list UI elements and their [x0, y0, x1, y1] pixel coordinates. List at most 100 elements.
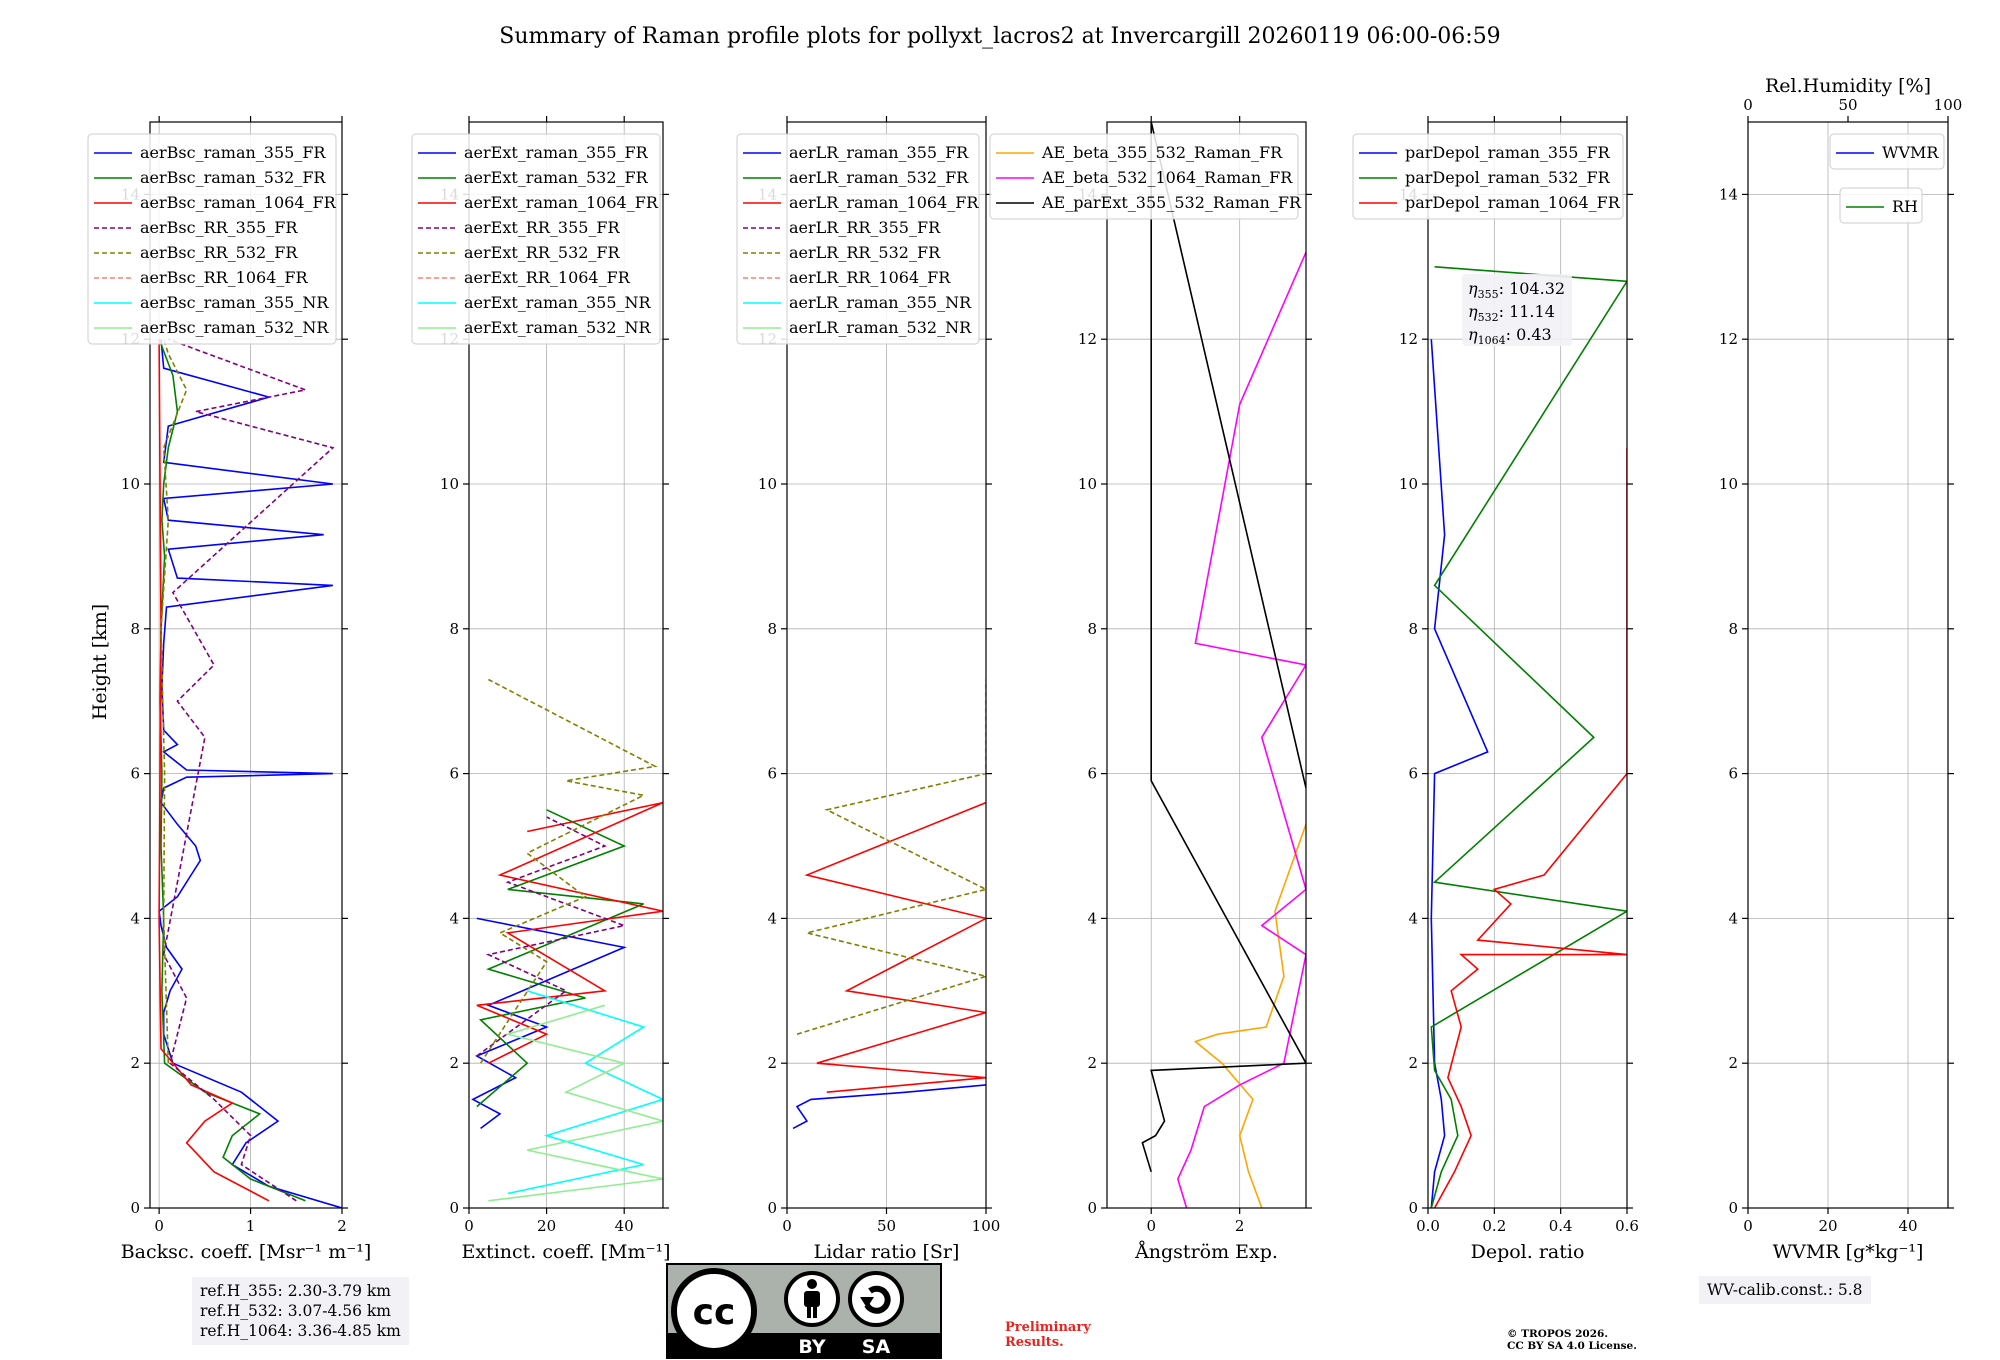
x-tick-label-2: 2 [337, 1217, 347, 1235]
ref-height-1064: ref.H_1064: 3.36-4.85 km [200, 1322, 401, 1340]
series-line-4 [160, 338, 188, 1064]
license-sa-label: SA [862, 1336, 891, 1358]
panels: 0 12 0 2 4 6 8 10 12 14 Backsc. coeff. [Msr⁻¹ m⁻¹]… [87, 75, 1962, 1263]
x-axis-label: Lidar ratio [Sr] [814, 1241, 960, 1263]
legend-label-0: parDepol_raman_355_FR [1405, 143, 1611, 162]
legend-label-2: parDepol_raman_1064_FR [1405, 193, 1621, 212]
x-tick-label-2: 40 [615, 1217, 634, 1235]
legend-label-0: aerBsc_raman_355_FR [140, 143, 326, 162]
legend-label-3: aerLR_RR_355_FR [789, 218, 941, 237]
preliminary-line-2: Results. [1005, 1335, 1064, 1350]
x-axis-label: WVMR [g*kg⁻¹] [1773, 1241, 1924, 1263]
legend-box [1829, 133, 1945, 170]
series-line-0 [1193, 824, 1306, 1208]
x-axis-label: Depol. ratio [1471, 1241, 1585, 1263]
legend-label-7: aerLR_raman_532_NR [789, 318, 972, 337]
x-tick-label-1: 2 [1235, 1217, 1245, 1235]
legend-label-1: aerLR_raman_532_FR [789, 168, 969, 187]
legend-label-1: aerBsc_raman_532_FR [140, 168, 326, 187]
series-line-1 [476, 809, 644, 1108]
axes-frame [1747, 121, 1949, 1209]
y-tick-label-0: 0 [1728, 1199, 1738, 1217]
copyright-line-2: CC BY SA 4.0 License. [1507, 1340, 1637, 1352]
wv-calib-text: WV-calib.const.: 5.8 [1707, 1281, 1863, 1299]
y-tick-label-2: 4 [449, 909, 459, 927]
legend-label-0: WVMR [1882, 143, 1939, 162]
panel-extinction: 0204002468101214Extinct. coeff. [Mm⁻¹]ae… [411, 116, 671, 1263]
legend-label-2: aerLR_raman_1064_FR [789, 193, 979, 212]
legend-label-2: aerBsc_raman_1064_FR [140, 193, 337, 212]
copyright-note: © TROPOS 2026. CC BY SA 4.0 License. [1507, 1328, 1637, 1352]
legend: WVMR [1829, 133, 1945, 170]
x-tick-label-2: 40 [1898, 1217, 1917, 1235]
top-x-tick-label-2: 100 [1934, 96, 1963, 114]
y-tick-label-4: 8 [130, 620, 140, 638]
copyright-line-1: © TROPOS 2026. [1507, 1328, 1609, 1340]
legend-label-3: aerExt_RR_355_FR [464, 218, 621, 237]
eta-line-0: η355: 104.32 [1468, 279, 1565, 301]
series-line-3 [162, 338, 335, 1202]
legend-label-0: aerExt_raman_355_FR [464, 143, 649, 162]
y-tick-label-3: 6 [449, 765, 459, 783]
y-tick-label-0: 0 [1087, 1199, 1097, 1217]
ref-height-355: ref.H_355: 2.30-3.79 km [200, 1282, 391, 1300]
series-line-1 [1176, 251, 1306, 1208]
y-tick-label-3: 6 [1408, 765, 1418, 783]
legend-box [1839, 187, 1923, 224]
preliminary-label: Preliminary Results. [1005, 1320, 1091, 1350]
eta-line-2: η1064: 0.43 [1468, 325, 1552, 347]
legend-label-1: AE_beta_532_1064_Raman_FR [1041, 168, 1293, 187]
y-tick-label-6: 12 [1399, 330, 1418, 348]
series-line-0 [471, 917, 627, 1130]
axes-frame [1427, 121, 1628, 1209]
y-tick-label-7: 14 [1719, 185, 1738, 203]
legend: aerLR_raman_355_FR aerLR_raman_532_FR aerL… [736, 133, 980, 345]
wv-calib-box: WV-calib.const.: 5.8 [1699, 1276, 1871, 1304]
legend-label-2: aerExt_raman_1064_FR [464, 193, 659, 212]
legend-box [1352, 133, 1624, 220]
panel-wvmr: 0 20 40 0 2 4 6 8 10 12 14 WVMR [g*kg⁻¹] 0 50 100Rel.H… [1719, 75, 1962, 1263]
share-alike-icon [848, 1271, 904, 1327]
cc-license-badge: cc BY SA [666, 1263, 942, 1359]
y-tick-label-5: 10 [440, 475, 459, 493]
legend-label-5: aerLR_RR_1064_FR [789, 268, 951, 287]
legend: AE_beta_355_532_Raman_FR AE_beta_532_1064… [989, 133, 1302, 220]
x-tick-label-0: 0 [464, 1217, 474, 1235]
y-tick-label-4: 8 [449, 620, 459, 638]
y-tick-label-2: 4 [1408, 909, 1418, 927]
x-tick-label-2: 0.4 [1549, 1217, 1573, 1235]
legend-label-5: aerBsc_RR_1064_FR [140, 268, 309, 287]
license-by-label: BY [798, 1336, 825, 1358]
series-group [158, 338, 342, 1208]
legend: aerExt_raman_355_FR aerExt_raman_532_FRae… [411, 133, 661, 345]
legend-label-7: aerExt_raman_532_NR [464, 318, 652, 337]
x-tick-label-1: 0.2 [1482, 1217, 1506, 1235]
legend-label-3: aerBsc_RR_355_FR [140, 218, 298, 237]
x-tick-label-0: 0.0 [1416, 1217, 1440, 1235]
x-tick-label-1: 50 [877, 1217, 896, 1235]
y-tick-label-0: 0 [449, 1199, 459, 1217]
x-tick-label-2: 100 [972, 1217, 1001, 1235]
x-tick-label-1: 20 [1818, 1217, 1837, 1235]
legend-label-4: aerBsc_RR_532_FR [140, 243, 298, 262]
y-tick-label-3: 6 [1728, 765, 1738, 783]
y-tick-label-5: 10 [1719, 475, 1738, 493]
series-line-4 [479, 678, 658, 1064]
y-tick-label-4: 8 [1087, 620, 1097, 638]
series-line-1 [158, 338, 306, 1202]
legend-label-2: AE_parExt_355_532_Raman_FR [1041, 193, 1302, 212]
series-line-3 [476, 816, 628, 1057]
series-group [792, 679, 986, 1130]
x-axis-label: Backsc. coeff. [Msr⁻¹ m⁻¹] [121, 1241, 372, 1263]
y-tick-label-1: 2 [1087, 1054, 1097, 1072]
y-tick-label-4: 8 [1408, 620, 1418, 638]
y-tick-label-1: 2 [767, 1054, 777, 1072]
ref-height-532: ref.H_532: 3.07-4.56 km [200, 1302, 391, 1320]
y-tick-label-6: 12 [1078, 330, 1097, 348]
y-tick-label-4: 8 [767, 620, 777, 638]
legend-label-4: aerExt_RR_532_FR [464, 243, 621, 262]
legend: aerBsc_raman_355_FR aerBsc_raman_532_FRae… [87, 133, 337, 345]
series-line-6 [488, 1004, 663, 1202]
